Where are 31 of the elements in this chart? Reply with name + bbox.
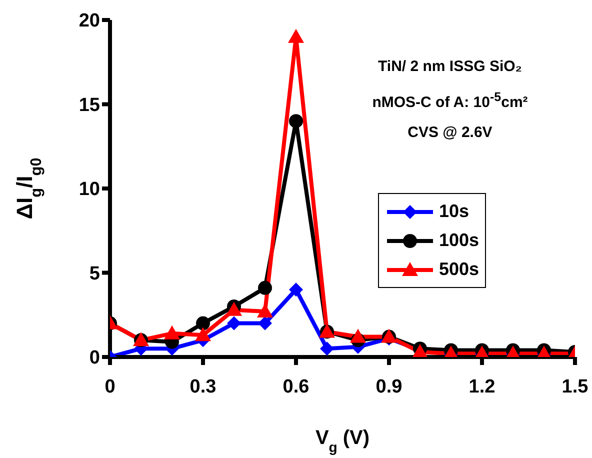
x-tick-label: 0.6 (282, 376, 310, 398)
point (289, 282, 303, 297)
point (258, 280, 272, 295)
legend-label: 100s (439, 230, 480, 251)
point (350, 328, 366, 343)
y-tick-label: 5 (89, 263, 100, 284)
x-tick-label: 1.2 (468, 376, 496, 398)
annotation: CVS @ 2.6V (406, 123, 494, 143)
point (257, 304, 273, 318)
x-tick-label: 0.3 (190, 376, 216, 398)
y-tick-label: 15 (78, 94, 100, 116)
x-tick-label: 1.5 (562, 376, 589, 398)
point (289, 114, 303, 128)
point (258, 316, 272, 330)
x-axis-title: V$_{g}$ (V) (315, 427, 370, 455)
legend-label: 10s (439, 201, 470, 222)
y-tick-label: 20 (78, 10, 100, 32)
point (227, 316, 241, 330)
point (196, 316, 210, 330)
annotation: nMOS-C of A: 10$^{-5}$cm² (371, 89, 529, 113)
point (226, 302, 242, 316)
annotation: TiN/ 2 nm ISSG SiO₂ (377, 57, 523, 77)
legend-label: 500s (439, 259, 480, 280)
point (195, 327, 211, 342)
point (288, 28, 304, 43)
y-tick-label: 0 (89, 348, 100, 369)
point (320, 342, 334, 356)
x-tick-label: 0 (104, 376, 116, 398)
point (164, 325, 180, 340)
y-tick-label: 10 (78, 179, 100, 200)
x-tick-label: 0.9 (376, 376, 402, 398)
